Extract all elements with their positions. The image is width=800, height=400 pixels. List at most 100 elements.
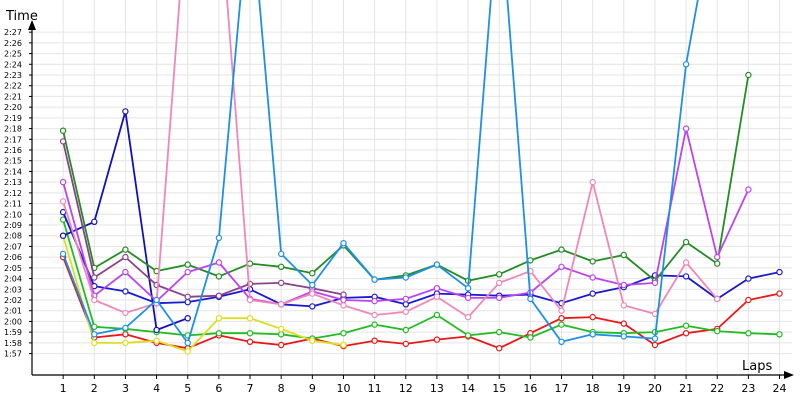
data-point [464,294,472,302]
data-point [402,340,409,348]
data-point [776,331,783,338]
data-point [620,302,628,309]
x-tick-label: 17 [555,382,569,395]
data-point [433,285,441,292]
data-point [402,308,409,315]
data-point [402,274,409,281]
y-tick-label: 2:16 [4,146,22,155]
series-line [62,0,699,344]
data-point [91,331,98,338]
data-point [682,61,690,68]
data-point [340,341,347,349]
series-10 [59,0,699,347]
y-tick-label: 1:57 [4,350,22,359]
x-tick-label: 10 [336,382,350,395]
data-point [527,295,534,303]
y-tick-label: 2:22 [4,82,22,91]
x-tick-label: 22 [710,382,724,395]
data-point [122,246,129,253]
data-point [464,332,472,339]
data-point [246,330,254,337]
data-point [745,330,752,337]
data-point [371,297,378,305]
data-point [682,330,690,337]
data-point [682,273,690,280]
data-point [278,301,285,308]
data-point [527,257,534,264]
data-point [215,273,223,280]
data-point [558,321,565,328]
data-point [215,234,223,242]
y-tick-label: 2:09 [4,221,22,230]
data-point [682,322,690,329]
x-tick-label: 6 [215,382,222,395]
data-point [184,261,191,268]
data-point [184,293,191,300]
data-point [122,309,129,317]
data-point [184,268,191,276]
y-tick-label: 2:27 [4,28,22,37]
data-point [122,108,129,115]
data-point [589,290,596,297]
data-point [340,302,347,309]
grid [29,0,792,379]
y-tick-label: 2:05 [4,264,22,273]
data-point [371,321,378,328]
x-tick-label: 15 [492,382,506,395]
data-point [278,341,285,349]
series-line [62,256,780,350]
data-point [745,275,752,282]
data-point [340,330,347,337]
data-point [371,276,378,283]
data-point [91,218,98,225]
y-tick-label: 2:00 [4,317,22,326]
series-9 [59,0,721,321]
data-point [745,186,752,193]
data-point [651,341,659,349]
data-point [184,315,191,322]
x-tick-label: 19 [617,382,631,395]
x-tick-label: 13 [430,382,444,395]
y-tick-label: 2:20 [4,103,22,112]
data-point [776,268,783,276]
data-point [651,335,659,342]
data-point [278,263,285,270]
y-tick-label: 2:01 [4,307,22,316]
y-tick-label: 2:17 [4,135,22,144]
data-point [215,259,223,266]
data-point [558,315,565,322]
data-point [682,259,690,266]
data-point [558,338,565,345]
y-tick-label: 2:03 [4,285,22,294]
x-tick-label: 9 [309,382,316,395]
data-point [309,281,316,289]
series-line [62,141,344,298]
x-tick-label: 7 [247,382,254,395]
data-point [340,291,347,298]
x-tick-label: 16 [523,382,537,395]
data-point [59,138,67,145]
x-axis-title: Laps [742,359,772,374]
y-tick-label: 2:02 [4,296,22,305]
data-point [309,290,316,297]
tick-labels: 1 2 3 4 5 6 7 8 9 10 11 12 13 14 15 16 17 18 19 20 21 22 23 241… [4,28,787,395]
data-point [309,337,316,344]
x-tick-label: 2 [91,382,98,395]
data-point [340,239,347,247]
data-point [620,251,628,259]
data-point [402,295,409,303]
data-point [464,313,472,321]
series-8 [59,125,752,308]
data-point [122,339,129,347]
data-point [682,238,690,246]
data-point [371,311,378,319]
data-point [91,296,98,304]
data-point [558,307,565,314]
data-point [745,71,752,79]
series-line [62,235,344,353]
data-point [122,253,129,261]
data-point [153,337,160,344]
data-point [309,303,316,310]
y-tick-label: 2:19 [4,114,22,123]
series-layer [59,0,783,355]
